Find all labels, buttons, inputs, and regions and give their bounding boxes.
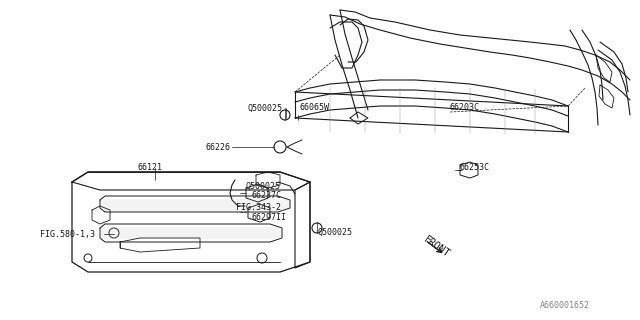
Text: 66253C: 66253C — [460, 164, 490, 172]
Text: FIG.343-2: FIG.343-2 — [236, 203, 281, 212]
Text: 66065W: 66065W — [300, 103, 330, 113]
Text: 66297II: 66297II — [252, 213, 287, 222]
Text: Q500025: Q500025 — [248, 103, 283, 113]
Text: Q500025: Q500025 — [245, 181, 280, 190]
Text: A660001652: A660001652 — [540, 301, 590, 310]
Text: 66237C: 66237C — [252, 191, 282, 201]
Text: 66226: 66226 — [206, 142, 231, 151]
Text: 66121: 66121 — [138, 164, 163, 172]
Text: Q500025: Q500025 — [318, 228, 353, 236]
Text: 66203C: 66203C — [450, 103, 480, 113]
Text: FRONT: FRONT — [422, 235, 452, 260]
Text: FIG.580-1,3: FIG.580-1,3 — [40, 229, 95, 238]
